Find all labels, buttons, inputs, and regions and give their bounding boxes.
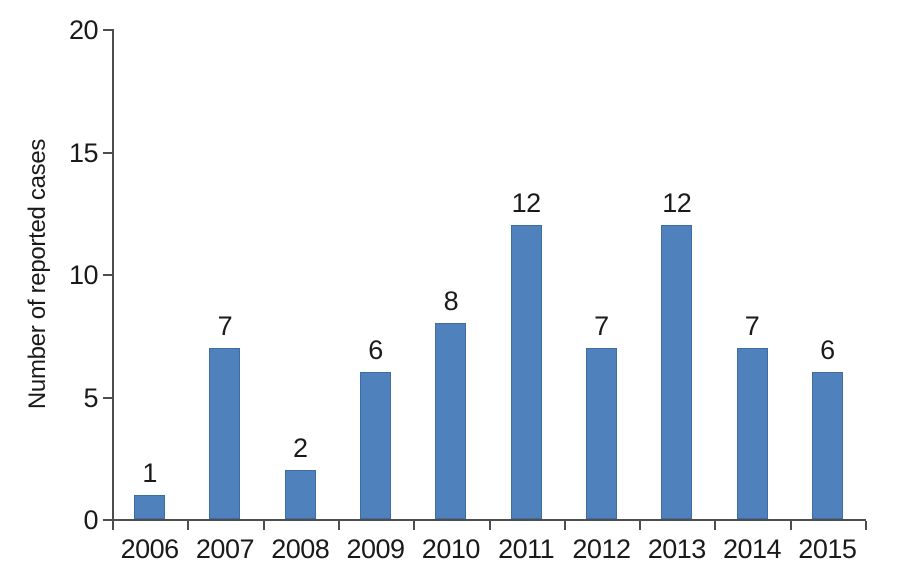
- x-tick-mark: [639, 521, 642, 530]
- x-tick-mark: [112, 521, 114, 530]
- x-tick-mark: [488, 521, 491, 530]
- x-tick-label: 2008: [271, 534, 330, 564]
- bar-value-label: 7: [744, 310, 760, 341]
- x-tick-label: 2012: [572, 534, 631, 564]
- y-tick-mark: [103, 29, 112, 31]
- x-tick-label: 2014: [723, 534, 782, 564]
- bar-2013: [661, 225, 693, 519]
- y-axis-line: [112, 29, 114, 529]
- bar-value-label: 7: [594, 310, 609, 341]
- x-tick-label: 2015: [798, 534, 857, 564]
- bar-value-label: 6: [820, 335, 835, 365]
- y-tick-label: 20: [68, 15, 99, 45]
- bar-2012: [585, 347, 617, 519]
- bar-2009: [360, 372, 392, 519]
- x-tick-mark: [413, 521, 416, 530]
- x-tick-label: 2011: [498, 534, 555, 564]
- x-tick-label: 2006: [120, 534, 180, 564]
- bar-value-label: 7: [217, 310, 233, 341]
- bar-value-label: 8: [443, 286, 459, 316]
- y-tick-mark: [103, 151, 112, 154]
- bar-value-label: 6: [368, 335, 383, 365]
- x-tick-label: 2009: [346, 534, 406, 564]
- x-tick-mark: [187, 521, 190, 530]
- bar-2010: [435, 323, 467, 519]
- bar-value-label: 12: [662, 188, 692, 218]
- bar-2014: [736, 347, 768, 519]
- y-tick-mark: [103, 396, 112, 399]
- bar-2008: [284, 470, 316, 519]
- x-axis-line: [112, 519, 866, 521]
- x-tick-mark: [563, 521, 566, 530]
- y-tick-label: 10: [68, 260, 99, 290]
- y-tick-label: 5: [83, 382, 98, 413]
- x-tick-label: 2013: [647, 534, 707, 564]
- x-tick-mark: [865, 521, 867, 530]
- x-tick-mark: [714, 521, 717, 530]
- y-tick-mark: [103, 274, 112, 276]
- x-tick-label: 2010: [421, 534, 481, 564]
- x-tick-mark: [262, 521, 265, 530]
- bar-2007: [209, 347, 241, 519]
- y-tick-mark: [103, 519, 112, 521]
- bar-2011: [510, 225, 542, 519]
- bar-2015: [811, 372, 843, 519]
- x-tick-mark: [789, 521, 792, 530]
- bar-2006: [134, 494, 166, 519]
- y-tick-label: 0: [83, 505, 98, 535]
- x-tick-label: 2007: [195, 534, 255, 564]
- bar-value-label: 1: [142, 457, 157, 488]
- y-tick-label: 15: [68, 137, 99, 168]
- bar-value-label: 12: [511, 188, 542, 218]
- x-tick-mark: [337, 521, 340, 530]
- bar-value-label: 2: [292, 433, 308, 463]
